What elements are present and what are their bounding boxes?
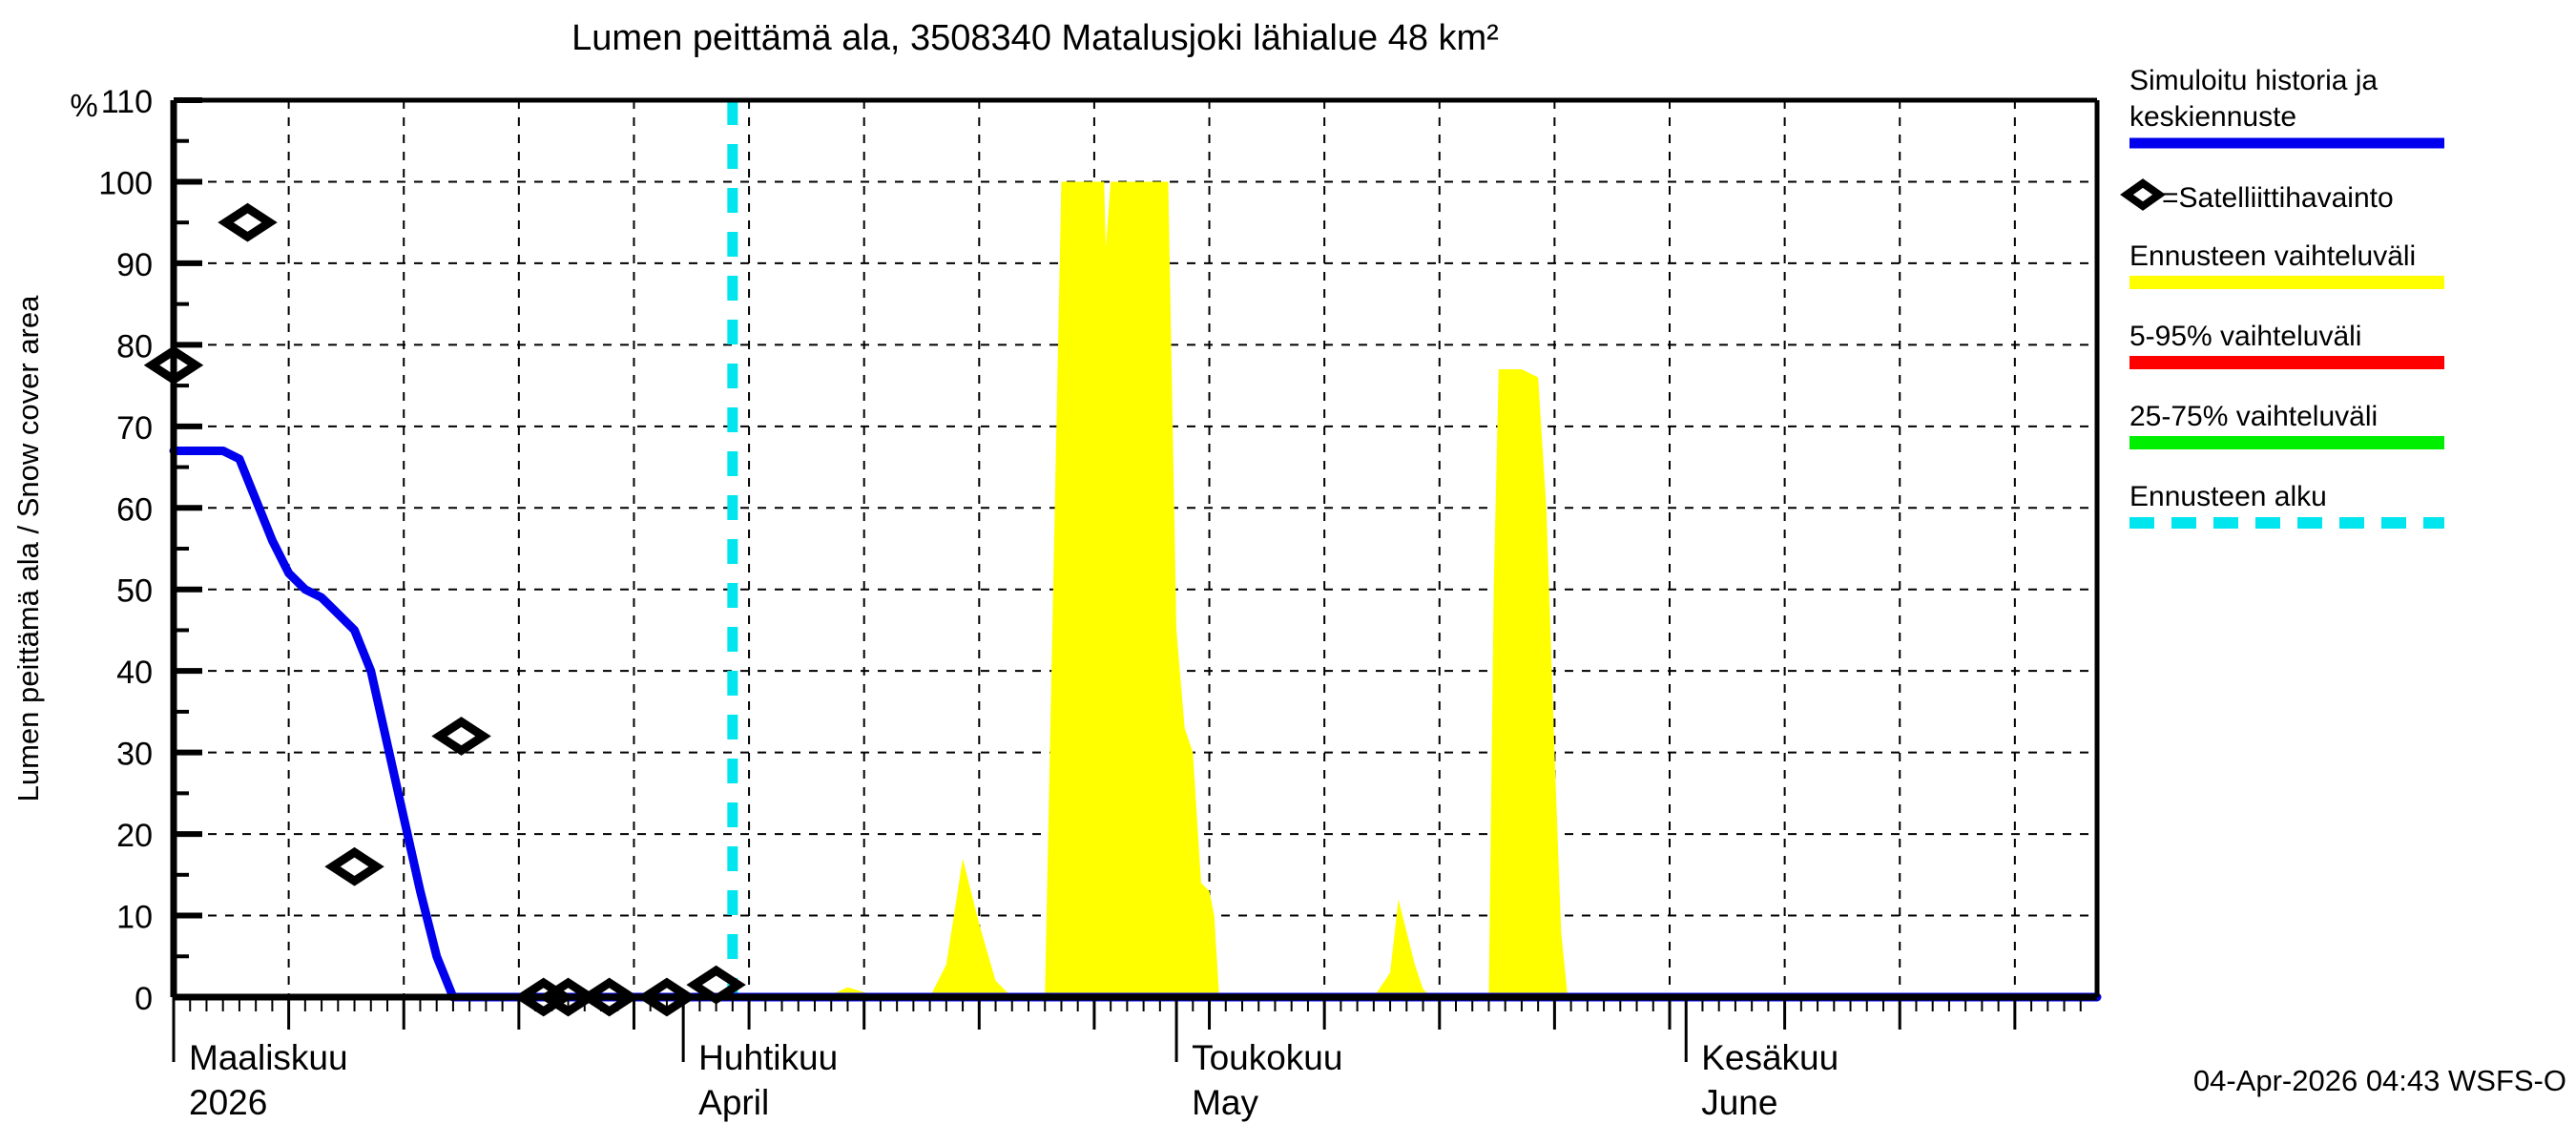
x-tick-labels: Maaliskuu 2026 Huhtikuu April Toukokuu May Kes… <box>172 997 1839 1122</box>
y-axis-unit: % <box>70 88 97 123</box>
legend-item-range-5-95: 5-95% vaihteluväli <box>2129 321 2444 369</box>
legend-label: 25-75% vaihteluväli <box>2129 401 2378 432</box>
y-tick-labels: 0 10 20 30 40 50 60 70 80 90 100 110 <box>98 84 153 1017</box>
x-month-label-en: May <box>1192 1083 1258 1122</box>
axis-layer <box>170 97 2100 1030</box>
legend-item-simulated-history-mean-forecast: Simuloitu historia ja keskiennuste <box>2129 65 2444 149</box>
legend-label: Ennusteen alku <box>2129 481 2327 512</box>
y-tick-label: 70 <box>116 410 153 447</box>
bar-swatch <box>2129 356 2444 369</box>
y-tick-label: 90 <box>116 247 153 283</box>
satellite-observation-marker <box>431 717 491 756</box>
satellite-observation-marker <box>324 846 384 886</box>
y-tick-label: 50 <box>116 573 153 610</box>
y-tick-label: 20 <box>116 818 153 854</box>
x-month-label-fi: Kesäkuu <box>1701 1038 1839 1077</box>
x-month-label-en: April <box>698 1083 769 1122</box>
y-tick-label: 30 <box>116 737 153 773</box>
x-month-label-fi: Toukokuu <box>1192 1038 1342 1077</box>
legend-item-forecast-start: Ennusteen alku <box>2129 481 2444 529</box>
bar-swatch <box>2129 276 2444 289</box>
diamond-icon <box>2120 178 2166 211</box>
x-month-label-fi: Maaliskuu <box>189 1038 348 1077</box>
bar-swatch <box>2129 436 2444 449</box>
legend-item-satellite-observation: =Satelliittihavainto <box>2120 178 2394 214</box>
y-tick-label: 0 <box>135 981 153 1017</box>
y-axis-label: Lumen peittämä ala / Snow cover area <box>11 295 45 802</box>
y-tick-label: 110 <box>101 84 153 120</box>
satellite-observation-marker <box>218 202 278 242</box>
y-tick-label: 10 <box>116 900 153 936</box>
legend: Simuloitu historia ja keskiennuste =Satell… <box>2120 65 2444 529</box>
legend-item-forecast-range: Ennusteen vaihteluväli <box>2129 240 2444 289</box>
page-title: Lumen peittämä ala, 3508340 Matalusjoki … <box>571 18 1499 58</box>
footer-timestamp: 04-Apr-2026 04:43 WSFS-O <box>2193 1064 2566 1097</box>
satellite-observation-marker <box>579 977 639 1017</box>
y-tick-label: 80 <box>116 328 153 364</box>
legend-item-range-25-75: 25-75% vaihteluväli <box>2129 401 2444 449</box>
x-month-label-fi: Huhtikuu <box>698 1038 838 1077</box>
x-month-label-en: June <box>1701 1083 1777 1122</box>
legend-label: =Satelliittihavainto <box>2162 182 2394 214</box>
legend-label: Simuloitu historia ja <box>2129 65 2378 96</box>
forecast-band-layer <box>732 181 2097 998</box>
x-month-label-en: 2026 <box>189 1083 267 1122</box>
legend-label: 5-95% vaihteluväli <box>2129 321 2361 352</box>
legend-label: keskiennuste <box>2129 101 2296 133</box>
legend-label: Ennusteen vaihteluväli <box>2129 240 2416 272</box>
y-tick-label: 40 <box>116 655 153 691</box>
y-tick-label: 100 <box>98 165 153 201</box>
y-tick-label: 60 <box>116 491 153 528</box>
